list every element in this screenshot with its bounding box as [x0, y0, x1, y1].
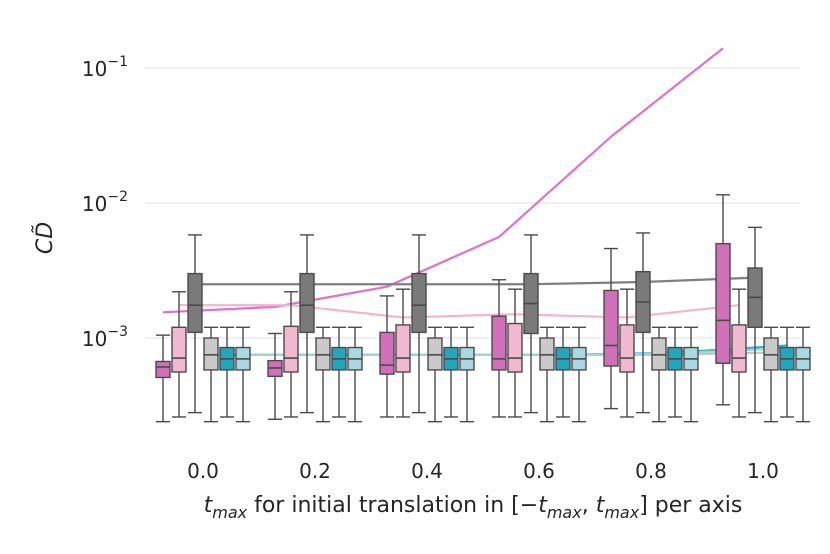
box-plot: [331, 326, 347, 418]
iqr-box: [763, 337, 779, 371]
iqr-box: [171, 326, 187, 373]
box-plot: [171, 291, 187, 418]
box-plot: [347, 326, 363, 423]
box-plot: [747, 226, 763, 414]
box-plot: [299, 234, 315, 414]
x-tick-label: 1.0: [747, 459, 779, 483]
box-plot: [667, 326, 683, 418]
iqr-box: [427, 337, 443, 371]
iqr-box: [379, 331, 395, 375]
box-plot: [427, 326, 443, 423]
box-plot: [683, 326, 699, 423]
y-tick-labels: 10−3 10−2 10−1: [82, 54, 128, 351]
box-plot: [571, 326, 587, 423]
box-plot: [619, 288, 635, 418]
box-plot: [219, 326, 235, 418]
box-plot: [283, 291, 299, 418]
y-tick-label: 10−2: [82, 189, 128, 216]
box-plot: [459, 326, 475, 423]
iqr-box: [395, 324, 411, 373]
box-plot: [395, 288, 411, 418]
box-plot: [731, 288, 747, 418]
box-plot: [187, 234, 203, 414]
box-plot: [715, 194, 731, 406]
box-plots: [155, 194, 811, 423]
x-tick-labels: 0.0 0.2 0.4 0.6 0.8 1.0: [187, 459, 779, 483]
iqr-box: [491, 315, 507, 371]
y-tick-label: 10−3: [82, 324, 128, 351]
box-plot: [603, 247, 619, 410]
iqr-box: [619, 324, 635, 373]
mean-lines: [162, 47, 804, 356]
box-plot: [235, 326, 251, 423]
box-plot: [411, 234, 427, 414]
box-plot: [267, 332, 283, 420]
box-plot: [779, 326, 795, 418]
x-axis-label: tmax for initial translation in [−tmax, …: [204, 493, 743, 522]
x-tick-label: 0.0: [187, 459, 219, 483]
box-plot: [491, 279, 507, 418]
x-tick-label: 0.2: [299, 459, 331, 483]
iqr-box: [411, 272, 427, 334]
iqr-box: [731, 324, 747, 373]
iqr-box: [603, 289, 619, 367]
iqr-box: [315, 337, 331, 371]
iqr-box: [299, 272, 315, 334]
box-plot: [203, 326, 219, 423]
iqr-box: [283, 325, 299, 373]
box-plot: [155, 334, 171, 423]
box-plot: [635, 232, 651, 414]
iqr-box: [539, 337, 555, 371]
box-plot: [443, 326, 459, 418]
iqr-box: [203, 337, 219, 371]
iqr-box: [651, 337, 667, 371]
x-tick-label: 0.8: [635, 459, 667, 483]
mean-line: [162, 47, 724, 314]
box-plot: [379, 295, 395, 418]
box-plot: [507, 288, 523, 418]
box-plot: [763, 326, 779, 423]
box-plot: [795, 326, 811, 423]
iqr-box: [155, 360, 171, 379]
x-tick-label: 0.4: [411, 459, 443, 483]
y-axis-label: CD̃: [32, 222, 58, 254]
iqr-box: [507, 322, 523, 373]
box-plot: [523, 234, 539, 414]
x-tick-label: 0.6: [523, 459, 555, 483]
iqr-box: [187, 272, 203, 334]
box-plot: [315, 326, 331, 423]
grid: [145, 67, 800, 339]
box-plot: [651, 326, 667, 423]
iqr-box: [715, 242, 731, 364]
y-tick-label: 10−1: [82, 54, 128, 81]
box-plot: [555, 326, 571, 418]
box-plot: [539, 326, 555, 423]
mean-line: [195, 276, 756, 286]
